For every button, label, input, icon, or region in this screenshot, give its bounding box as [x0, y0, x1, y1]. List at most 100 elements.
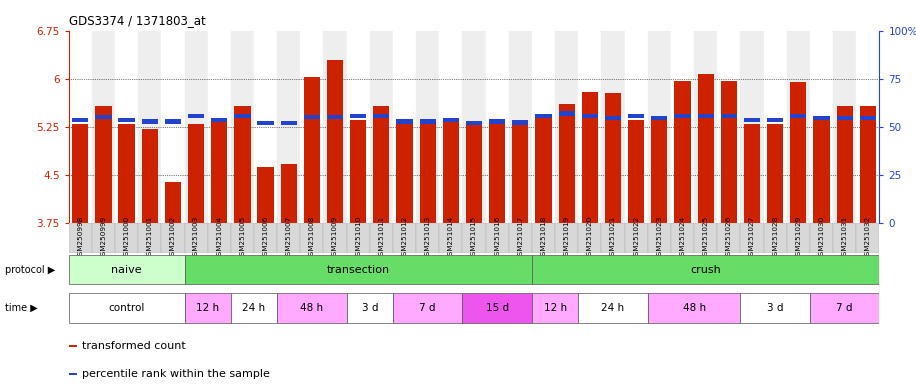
Text: GDS3374 / 1371803_at: GDS3374 / 1371803_at — [69, 14, 205, 27]
Bar — [578, 223, 602, 253]
Bar — [651, 120, 668, 223]
Text: GSM251013: GSM251013 — [425, 216, 431, 260]
Bar — [605, 93, 621, 223]
Bar — [512, 120, 529, 125]
Text: GSM250999: GSM250999 — [101, 216, 106, 260]
Text: crush: crush — [691, 265, 721, 275]
Bar — [300, 223, 323, 253]
Bar — [810, 293, 879, 323]
Bar — [555, 223, 578, 253]
Bar — [674, 114, 691, 118]
Text: GSM251001: GSM251001 — [147, 216, 153, 260]
Bar — [184, 223, 208, 253]
Text: GSM251029: GSM251029 — [795, 216, 802, 260]
Bar — [420, 119, 436, 124]
Bar — [327, 60, 344, 223]
Bar — [115, 223, 138, 253]
Text: GSM251007: GSM251007 — [286, 216, 291, 260]
Bar — [508, 31, 532, 223]
Text: GSM251026: GSM251026 — [725, 216, 732, 260]
Bar — [69, 31, 92, 223]
Bar — [370, 223, 393, 253]
Bar — [254, 223, 278, 253]
Bar — [165, 182, 181, 223]
Bar — [161, 31, 184, 223]
Bar — [138, 31, 161, 223]
Bar — [721, 114, 736, 118]
Text: GSM251009: GSM251009 — [333, 216, 338, 260]
Bar — [188, 124, 204, 223]
Text: GSM251014: GSM251014 — [448, 216, 453, 260]
Bar — [744, 124, 760, 223]
Bar — [767, 124, 783, 223]
Bar — [165, 119, 181, 124]
Bar — [648, 223, 671, 253]
Bar — [346, 223, 370, 253]
Bar — [508, 223, 532, 253]
Text: GSM251006: GSM251006 — [263, 216, 268, 260]
Bar — [860, 106, 876, 223]
Bar — [860, 116, 876, 120]
Text: GSM251010: GSM251010 — [355, 216, 361, 260]
Bar — [278, 31, 300, 223]
Bar — [694, 223, 717, 253]
Text: 7 d: 7 d — [836, 303, 853, 313]
Text: GSM251008: GSM251008 — [309, 216, 315, 260]
Bar — [466, 121, 482, 126]
Text: GSM251025: GSM251025 — [703, 216, 709, 260]
Text: 3 d: 3 d — [362, 303, 378, 313]
Bar — [442, 118, 459, 122]
Text: GSM251027: GSM251027 — [749, 216, 755, 260]
Bar — [555, 31, 578, 223]
Bar — [694, 31, 717, 223]
Bar — [184, 293, 231, 323]
Bar — [512, 124, 529, 223]
Text: 24 h: 24 h — [602, 303, 625, 313]
Text: GSM251000: GSM251000 — [124, 216, 129, 260]
Bar — [234, 114, 250, 118]
Bar — [300, 31, 323, 223]
Bar — [628, 120, 644, 223]
Bar — [740, 31, 764, 223]
Bar — [69, 293, 184, 323]
Text: 3 d: 3 d — [767, 303, 783, 313]
Bar — [393, 223, 416, 253]
Text: GSM251019: GSM251019 — [563, 216, 570, 260]
Text: GSM251024: GSM251024 — [680, 216, 685, 260]
Text: control: control — [108, 303, 145, 313]
Bar — [740, 293, 810, 323]
Text: GSM251002: GSM251002 — [170, 216, 176, 260]
Text: GSM251028: GSM251028 — [772, 216, 778, 260]
Text: GSM251021: GSM251021 — [610, 216, 616, 260]
Bar — [72, 118, 88, 122]
Bar — [536, 114, 551, 118]
Text: protocol ▶: protocol ▶ — [5, 265, 55, 275]
Text: 48 h: 48 h — [300, 303, 323, 313]
Bar — [115, 31, 138, 223]
Bar — [717, 223, 740, 253]
Bar — [208, 31, 231, 223]
Bar — [489, 119, 506, 124]
Bar — [698, 114, 714, 118]
Bar — [856, 31, 879, 223]
Bar — [142, 129, 158, 223]
Bar — [416, 223, 440, 253]
Bar — [69, 373, 77, 375]
Bar — [69, 255, 184, 285]
Text: percentile rank within the sample: percentile rank within the sample — [82, 369, 269, 379]
Bar — [764, 223, 787, 253]
Bar — [72, 124, 88, 223]
Bar — [744, 118, 760, 122]
Text: GSM251018: GSM251018 — [540, 216, 547, 260]
Bar — [327, 114, 344, 119]
Bar — [536, 118, 551, 223]
Bar — [532, 223, 555, 253]
Bar — [257, 121, 274, 126]
Text: GSM251003: GSM251003 — [193, 216, 199, 260]
Bar — [184, 31, 208, 223]
Bar — [463, 293, 532, 323]
Text: GSM251023: GSM251023 — [657, 216, 662, 260]
Bar — [605, 116, 621, 120]
Bar — [254, 31, 278, 223]
Text: 7 d: 7 d — [420, 303, 436, 313]
